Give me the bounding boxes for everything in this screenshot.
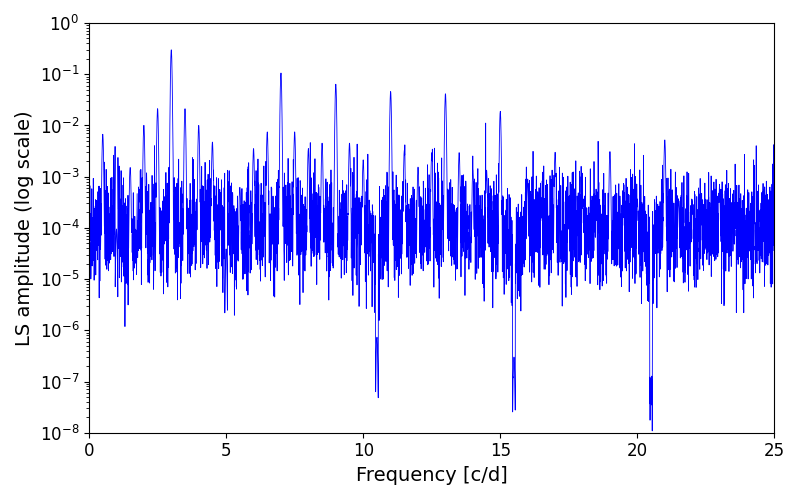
Y-axis label: LS amplitude (log scale): LS amplitude (log scale)	[15, 110, 34, 346]
X-axis label: Frequency [c/d]: Frequency [c/d]	[356, 466, 508, 485]
